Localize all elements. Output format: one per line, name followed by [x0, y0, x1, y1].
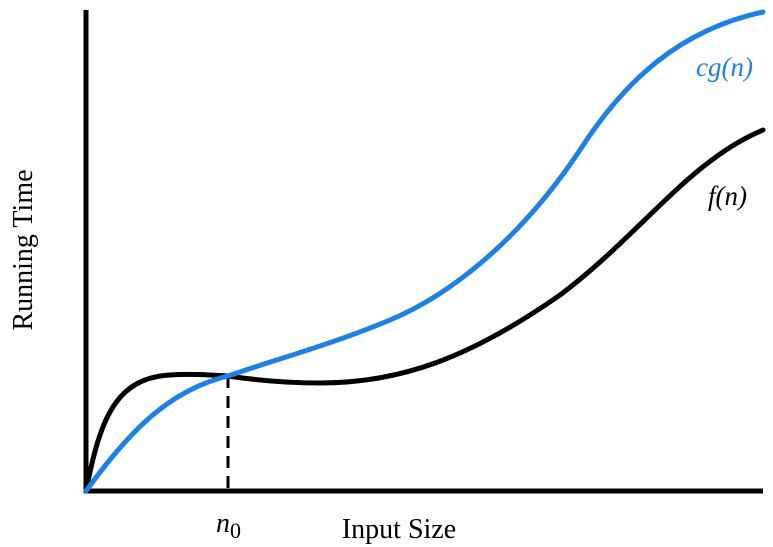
y-axis-label: Running Time: [8, 169, 39, 330]
f-curve: [83, 127, 766, 494]
n0-label: n0: [216, 508, 241, 543]
cg-curve: [83, 9, 766, 494]
n0-label-base: n: [216, 508, 230, 539]
n0-label-subscript: 0: [230, 518, 241, 543]
cg-curve-label: cg(n): [696, 52, 753, 82]
f-curve-label: f(n): [708, 181, 747, 211]
x-axis-label: Input Size: [342, 514, 456, 545]
